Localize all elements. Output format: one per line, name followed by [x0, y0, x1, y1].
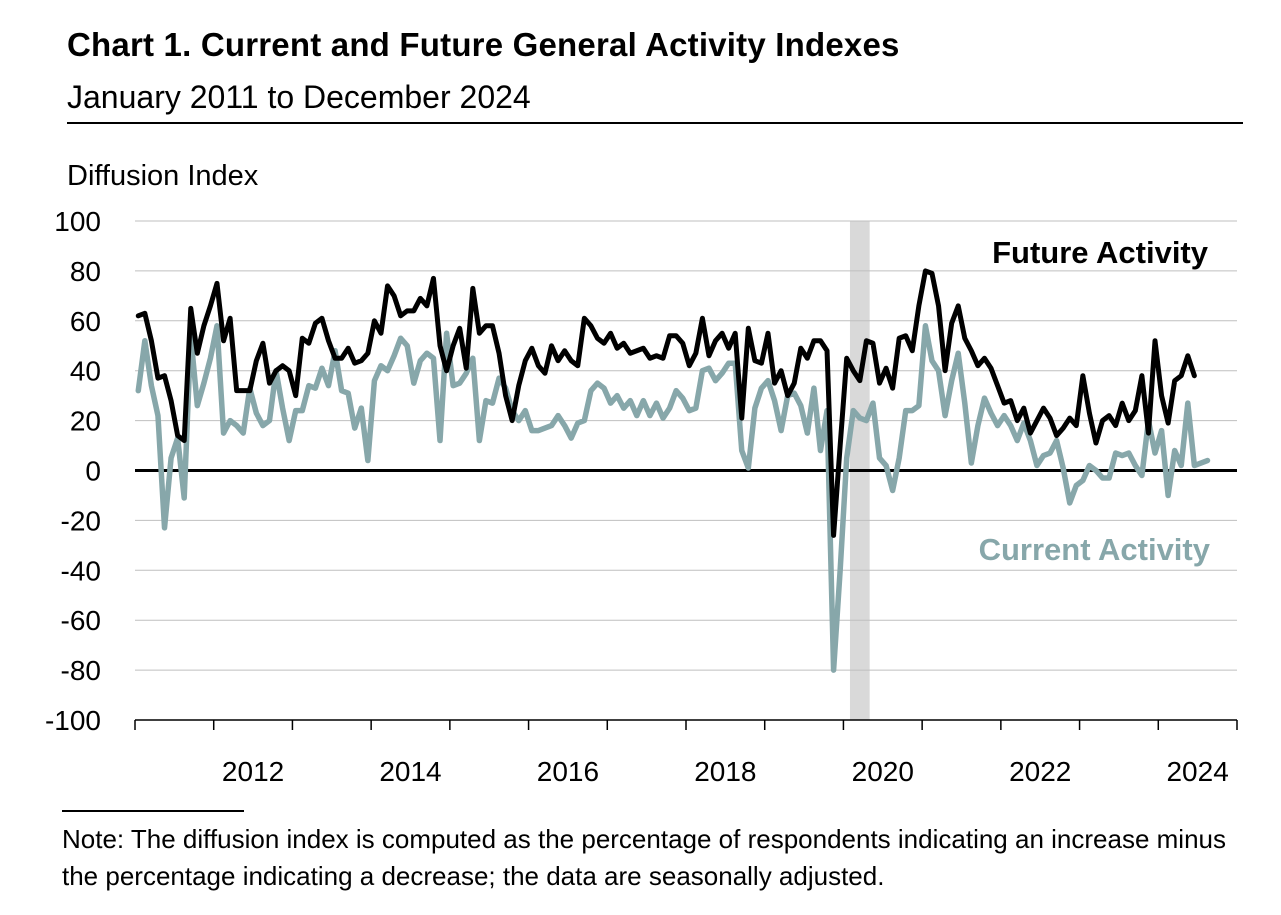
y-tick-label: 0 [85, 456, 101, 487]
y-tick-label: -100 [45, 705, 101, 736]
y-axis-label: Diffusion Index [67, 160, 259, 192]
x-tick-label: 2018 [694, 756, 756, 787]
y-tick-label: 20 [70, 406, 101, 437]
future-activity-line [135, 268, 1197, 538]
y-tick-label: 60 [70, 306, 101, 337]
title-divider [67, 122, 1243, 124]
gridlines [135, 220, 1237, 721]
y-tick-label: 80 [70, 256, 101, 287]
x-axis: 2012 2014 2016 2018 2020 2022 2024 [134, 719, 1238, 787]
x-tick-label: 2012 [222, 756, 284, 787]
chart-subtitle: January 2011 to December 2024 [67, 79, 531, 115]
x-tick-label: 2024 [1166, 756, 1228, 787]
series-lines [135, 268, 1211, 673]
y-tick-label: -40 [61, 555, 101, 586]
y-tick-label: 100 [54, 206, 101, 237]
x-tick-label: 2014 [379, 756, 441, 787]
y-tick-label: 40 [70, 356, 101, 387]
y-tick-label: -20 [61, 505, 101, 536]
y-tick-label: -60 [61, 605, 101, 636]
y-tick-label: -80 [61, 655, 101, 686]
footnote-divider [62, 810, 244, 812]
y-axis: 100 80 60 40 20 0 -20 -40 -60 -80 -100 [45, 206, 101, 736]
chart-note: Note: The diffusion index is computed as… [62, 824, 1226, 891]
future-activity-label: Future Activity [992, 235, 1209, 270]
x-tick-label: 2022 [1009, 756, 1071, 787]
x-tick-label: 2016 [537, 756, 599, 787]
current-activity-label: Current Activity [979, 532, 1211, 567]
x-tick-label: 2020 [852, 756, 914, 787]
chart-title: Chart 1. Current and Future General Acti… [67, 26, 900, 63]
series-labels: Future Activity Current Activity [979, 235, 1211, 567]
current-activity-line [135, 323, 1211, 673]
